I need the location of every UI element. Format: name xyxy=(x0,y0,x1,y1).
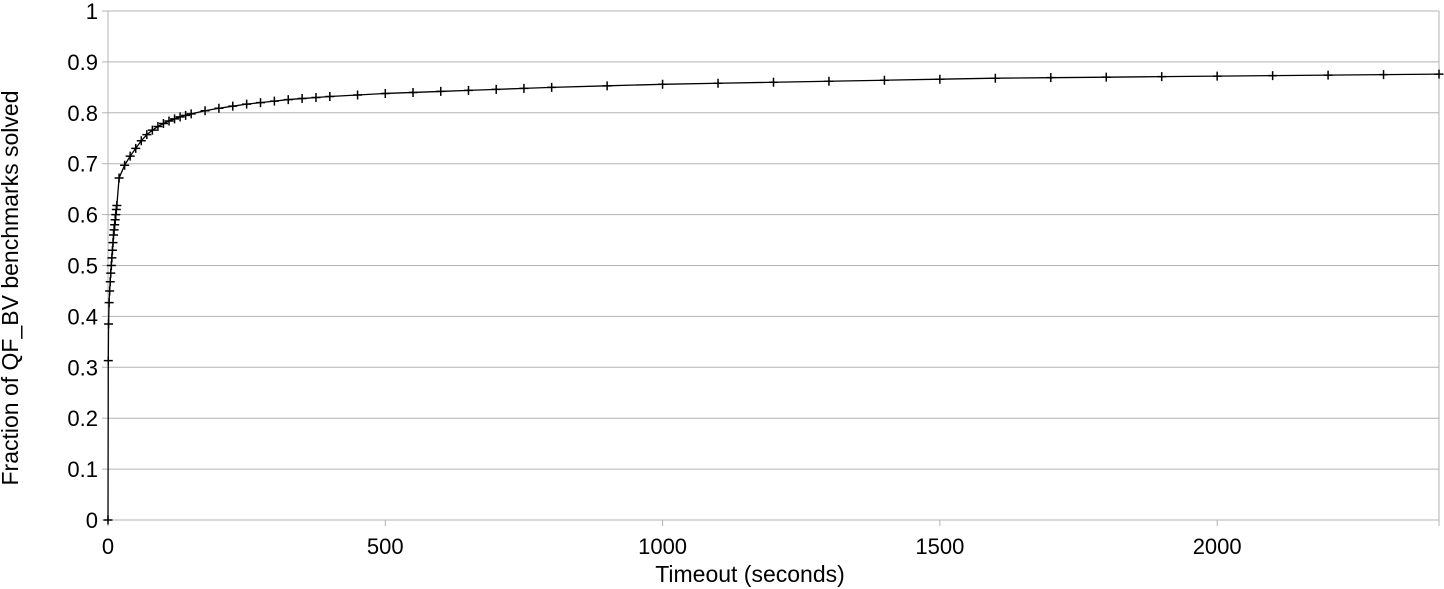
x-tick-label: 500 xyxy=(367,534,404,559)
data-point-marker xyxy=(106,261,116,270)
data-point-marker xyxy=(256,98,266,108)
data-point-marker xyxy=(131,143,141,153)
data-point-marker xyxy=(112,200,122,210)
data-point-marker xyxy=(408,87,418,97)
data-point-marker xyxy=(186,109,196,119)
data-point-marker xyxy=(153,122,163,132)
data-point-marker xyxy=(463,85,473,95)
x-tick-label: 2000 xyxy=(1193,534,1242,559)
data-point-marker xyxy=(297,94,307,104)
data-point-marker xyxy=(1157,72,1167,82)
data-point-marker xyxy=(136,136,146,146)
y-tick-label: 0.6 xyxy=(67,203,98,228)
y-tick-label: 0.9 xyxy=(67,50,98,75)
data-point-marker xyxy=(125,151,135,161)
data-point-marker xyxy=(602,81,612,91)
data-point-marker xyxy=(491,84,501,94)
y-tick-label: 0.8 xyxy=(67,101,98,126)
data-point-marker xyxy=(353,90,363,100)
data-point-marker xyxy=(283,95,293,105)
data-point-marker xyxy=(105,277,115,287)
data-point-marker xyxy=(1379,70,1389,80)
data-point-marker xyxy=(114,173,124,183)
data-point-marker xyxy=(658,79,668,89)
data-point-marker xyxy=(1434,69,1444,79)
data-point-marker xyxy=(158,118,168,128)
data-point-marker xyxy=(107,253,117,263)
data-point-marker xyxy=(824,76,834,86)
data-point-marker xyxy=(1046,73,1056,83)
data-point-marker xyxy=(547,82,557,92)
data-point-marker xyxy=(105,286,115,296)
data-point-marker xyxy=(104,319,114,329)
x-tick-label: 0 xyxy=(102,534,114,559)
y-tick-label: 0.5 xyxy=(67,254,98,279)
data-point-marker xyxy=(1101,72,1111,82)
grid-lines xyxy=(108,10,1439,521)
data-point-marker xyxy=(990,73,1000,83)
data-point-marker xyxy=(108,238,118,248)
data-point-marker xyxy=(164,116,174,126)
data-point-marker xyxy=(1323,70,1333,80)
data-point-marker xyxy=(103,515,113,525)
data-point-marker xyxy=(879,75,889,85)
series xyxy=(103,69,1444,525)
x-tick-label: 1000 xyxy=(638,534,687,559)
axes xyxy=(102,10,1440,526)
y-tick-labels: 0 0.1 0.2 0.3 0.4 0.5 0.6 0.7 0.8 0.9 1 xyxy=(67,0,98,533)
data-point-marker xyxy=(269,96,279,106)
series-line xyxy=(107,73,1440,521)
data-point-marker xyxy=(935,74,945,84)
y-axis-title: Fraction of QF_BV benchmarks solved xyxy=(0,91,23,486)
x-tick-label: 1500 xyxy=(915,534,964,559)
data-point-marker xyxy=(147,125,157,135)
data-point-marker xyxy=(380,88,390,98)
y-tick-label: 0 xyxy=(86,508,98,533)
y-tick-label: 0.1 xyxy=(67,457,98,482)
data-point-marker xyxy=(228,101,238,111)
data-point-marker xyxy=(142,130,152,140)
data-point-marker xyxy=(769,77,778,87)
y-tick-label: 0.4 xyxy=(67,304,98,329)
data-point-marker xyxy=(181,110,191,120)
data-point-marker xyxy=(713,78,723,88)
data-point-marker xyxy=(170,114,180,124)
x-axis-title: Timeout (seconds) xyxy=(655,561,845,587)
y-tick-label: 1 xyxy=(86,0,98,24)
data-point-marker xyxy=(107,245,117,255)
data-point-marker xyxy=(436,86,446,96)
data-point-marker xyxy=(175,112,185,122)
y-tick-label: 0.7 xyxy=(67,152,98,177)
y-tick-label: 0.3 xyxy=(67,355,98,380)
y-tick-label: 0.2 xyxy=(67,406,98,431)
data-point-marker xyxy=(311,93,321,103)
data-point-marker xyxy=(106,268,116,278)
data-point-marker xyxy=(104,298,114,308)
data-point-marker xyxy=(214,103,224,113)
data-point-marker xyxy=(519,83,529,93)
data-point-marker xyxy=(242,99,252,109)
data-point-marker xyxy=(1212,71,1222,81)
x-tick-labels: 0 500 1000 1500 2000 xyxy=(102,534,1242,559)
data-point-marker xyxy=(103,356,113,366)
data-point-marker xyxy=(1268,71,1278,81)
data-point-marker xyxy=(120,160,130,170)
data-point-marker xyxy=(200,106,210,116)
data-point-marker xyxy=(325,92,335,102)
